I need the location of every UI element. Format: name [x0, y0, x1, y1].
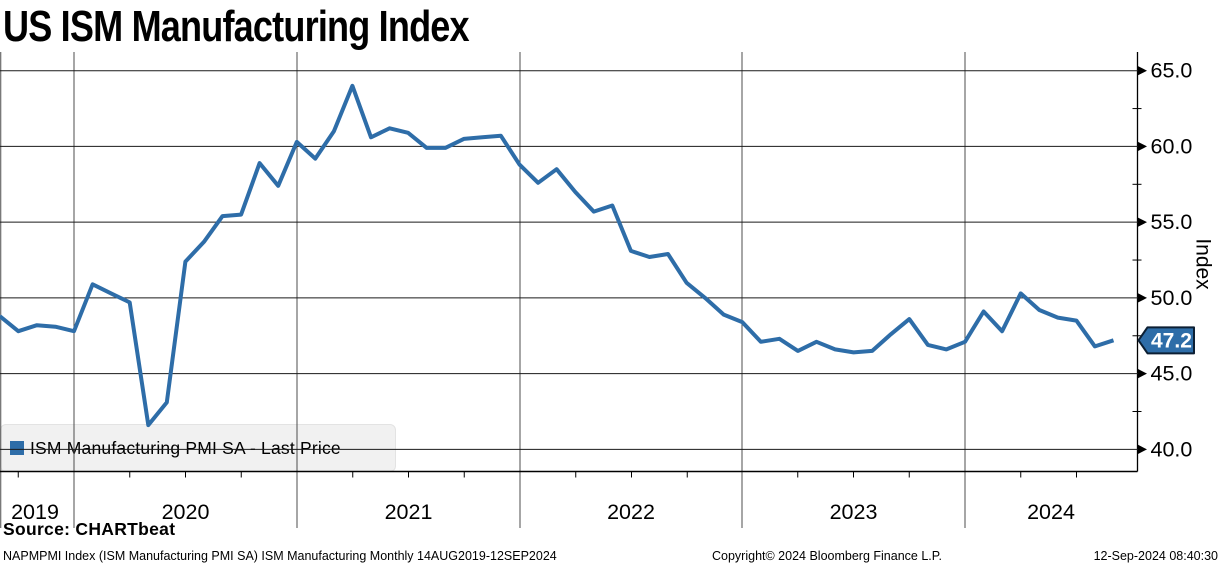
- pmi-line-series: [0, 83, 1115, 428]
- y-tick-label: 40.0: [1151, 437, 1193, 461]
- x-year-label: 2024: [1027, 500, 1075, 524]
- y-tick-label: 45.0: [1151, 362, 1193, 386]
- y-tick-label: 60.0: [1151, 134, 1193, 158]
- y-major-tick-arrow-icon: [1138, 369, 1147, 379]
- y-tick-label: 55.0: [1151, 210, 1193, 234]
- y-tick-label: 50.0: [1151, 286, 1193, 310]
- footer-bar: NAPMPMI Index (ISM Manufacturing PMI SA)…: [0, 546, 1224, 566]
- y-major-tick-arrow-icon: [1138, 66, 1147, 76]
- legend-box: ISM Manufacturing PMI SA - Last Price: [0, 424, 396, 472]
- legend-label: ISM Manufacturing PMI SA - Last Price: [30, 437, 341, 458]
- y-tick-label: 65.0: [1151, 59, 1193, 83]
- x-year-label: 2022: [607, 500, 655, 524]
- y-major-tick-arrow-icon: [1138, 217, 1147, 227]
- legend-marker-icon: [10, 441, 24, 455]
- y-axis-title: Index: [1192, 238, 1215, 290]
- page-title: US ISM Manufacturing Index: [3, 2, 470, 51]
- y-major-tick-arrow-icon: [1138, 141, 1147, 152]
- x-year-label: 2021: [385, 500, 433, 524]
- last-price-badge-value: 47.2: [1151, 329, 1192, 352]
- y-major-tick-arrow-icon: [1138, 444, 1147, 454]
- x-year-label: 2019: [11, 500, 59, 524]
- x-year-label: 2023: [830, 500, 878, 524]
- footer-security-info: NAPMPMI Index (ISM Manufacturing PMI SA)…: [3, 549, 557, 563]
- last-price-badge: [1137, 326, 1195, 355]
- footer-copyright: Copyright© 2024 Bloomberg Finance L.P.: [712, 549, 942, 563]
- footer-datetime: 12-Sep-2024 08:40:30: [1093, 549, 1218, 563]
- source-line: Source: CHARTbeat: [3, 519, 176, 539]
- x-year-label: 2020: [162, 500, 210, 524]
- y-major-tick-arrow-icon: [1138, 293, 1147, 303]
